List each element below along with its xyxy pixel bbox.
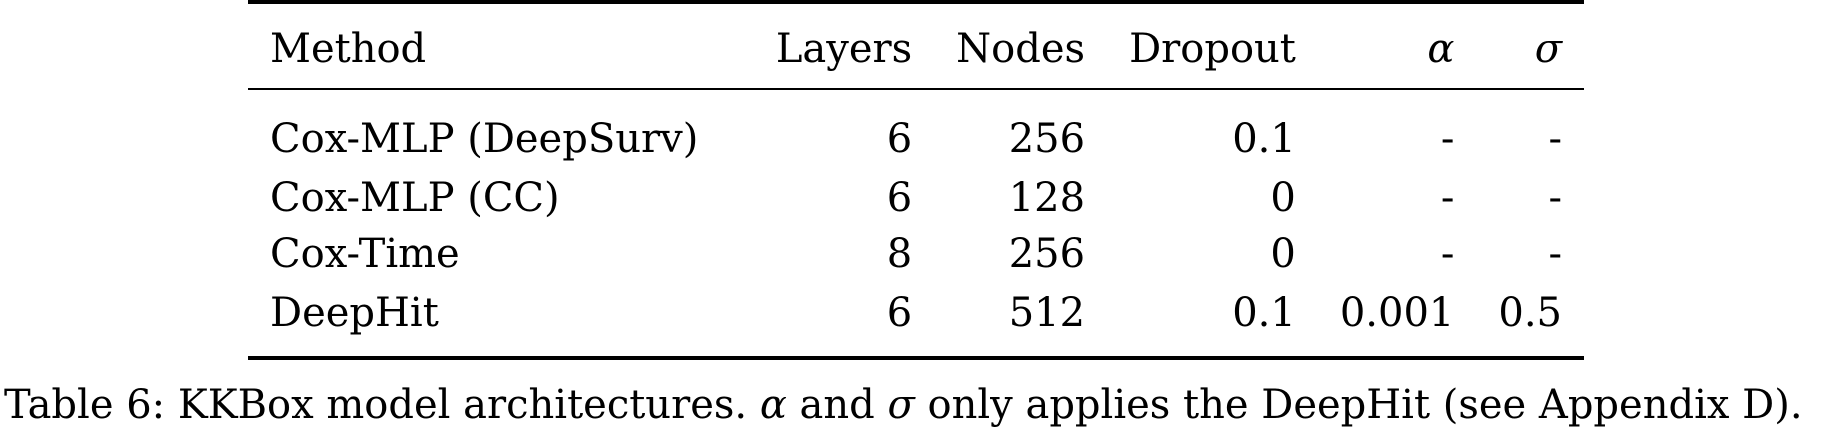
header-sigma: σ: [1534, 26, 1562, 72]
cell-alpha: -: [1440, 231, 1455, 277]
cell-alpha: -: [1440, 116, 1455, 162]
cell-dropout: 0: [1270, 175, 1296, 221]
header-row: Method Layers Nodes Dropout α σ: [248, 2, 1584, 89]
cell-sigma: 0.5: [1498, 290, 1562, 336]
table-row: Cox-Time 8 256 0 - -: [248, 226, 1584, 282]
cell-method: Cox-MLP (DeepSurv): [270, 116, 699, 162]
caption-prefix: Table 6: KKBox model architectures.: [4, 382, 760, 428]
table-container: Method Layers Nodes Dropout α σ Cox-MLP …: [248, 0, 1584, 360]
table-body: Cox-MLP (DeepSurv) 6 256 0.1 - - Cox-MLP…: [248, 89, 1584, 358]
cell-sigma: -: [1548, 231, 1562, 277]
caption-sigma: σ: [887, 382, 915, 428]
cell-dropout: 0: [1270, 231, 1296, 277]
cell-sigma: -: [1548, 175, 1562, 221]
cell-dropout: 0.1: [1232, 290, 1296, 336]
table-row: DeepHit 6 512 0.1 0.001 0.5: [248, 282, 1584, 358]
header-method: Method: [270, 26, 427, 72]
header-alpha: α: [1427, 26, 1455, 72]
header-layers: Layers: [775, 26, 913, 72]
table-caption: Table 6: KKBox model architectures. α an…: [4, 385, 1829, 425]
caption-alpha: α: [759, 382, 787, 428]
cell-nodes: 512: [1008, 290, 1086, 336]
architecture-table: Method Layers Nodes Dropout α σ Cox-MLP …: [248, 0, 1584, 360]
cell-nodes: 256: [1008, 231, 1086, 277]
table-header: Method Layers Nodes Dropout α σ: [248, 2, 1584, 89]
cell-layers: 6: [886, 175, 913, 221]
cell-layers: 6: [886, 116, 913, 162]
cell-layers: 8: [886, 231, 913, 277]
cell-sigma: -: [1548, 116, 1562, 162]
cell-alpha: -: [1440, 175, 1455, 221]
caption-middle: and: [786, 382, 888, 428]
cell-dropout: 0.1: [1232, 116, 1296, 162]
cell-method: DeepHit: [270, 290, 439, 336]
table-row: Cox-MLP (DeepSurv) 6 256 0.1 - -: [248, 89, 1584, 170]
cell-layers: 6: [886, 290, 913, 336]
cell-method: Cox-MLP (CC): [270, 175, 560, 221]
cell-nodes: 256: [1008, 116, 1086, 162]
cell-alpha: 0.001: [1339, 290, 1455, 336]
caption-suffix: only applies the DeepHit (see Appendix D…: [914, 382, 1803, 428]
table-row: Cox-MLP (CC) 6 128 0 - -: [248, 170, 1584, 226]
header-dropout: Dropout: [1129, 26, 1296, 72]
cell-nodes: 128: [1008, 175, 1086, 221]
cell-method: Cox-Time: [270, 231, 460, 277]
header-nodes: Nodes: [956, 26, 1086, 72]
